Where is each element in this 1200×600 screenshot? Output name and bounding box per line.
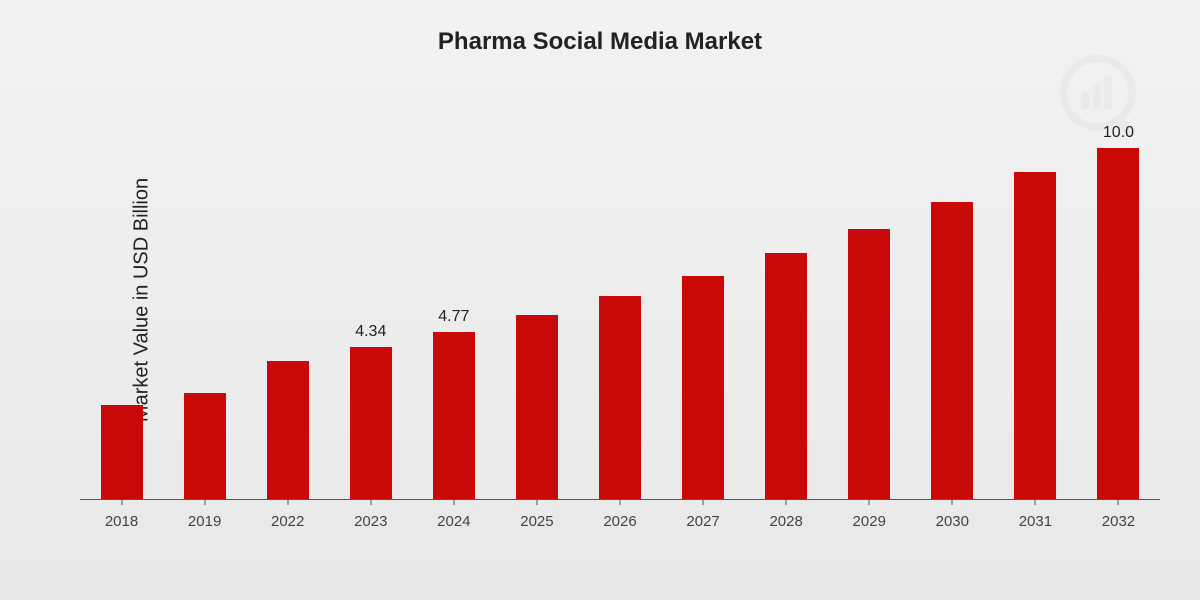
bar [599, 296, 641, 500]
bar-slot [911, 130, 994, 500]
x-tick-label: 2027 [662, 505, 745, 530]
x-tick [703, 500, 704, 505]
bar [682, 276, 724, 500]
x-tick-label: 2028 [745, 505, 828, 530]
x-tick [786, 500, 787, 505]
x-tick-text: 2030 [936, 513, 969, 530]
plot-area: 4.34 4.77 10.0 [80, 130, 1160, 500]
x-tick-text: 2026 [603, 513, 636, 530]
x-tick [1118, 500, 1119, 505]
bar-slot [495, 130, 578, 500]
bar [848, 229, 890, 500]
x-tick-label: 2026 [578, 505, 661, 530]
x-tick-text: 2023 [354, 513, 387, 530]
x-tick [453, 500, 454, 505]
bar [931, 202, 973, 500]
x-tick-text: 2027 [686, 513, 719, 530]
x-tick-label: 2029 [828, 505, 911, 530]
x-tick [287, 500, 288, 505]
x-tick-label: 2031 [994, 505, 1077, 530]
bar [184, 393, 226, 500]
bar [267, 361, 309, 500]
x-tick [952, 500, 953, 505]
x-tick [121, 500, 122, 505]
x-tick-text: 2031 [1019, 513, 1052, 530]
bar-slot: 4.34 [329, 130, 412, 500]
x-tick-label: 2018 [80, 505, 163, 530]
bar-slot [246, 130, 329, 500]
x-tick-text: 2029 [853, 513, 886, 530]
x-tick [620, 500, 621, 505]
bar-slot [163, 130, 246, 500]
x-tick-text: 2022 [271, 513, 304, 530]
x-tick [204, 500, 205, 505]
bar-slot [80, 130, 163, 500]
x-tick-label: 2023 [329, 505, 412, 530]
bar: 4.77 [433, 332, 475, 500]
bar-value-label: 4.34 [355, 323, 386, 341]
x-tick [869, 500, 870, 505]
bar-slot [578, 130, 661, 500]
x-tick-label: 2032 [1077, 505, 1160, 530]
bar-slot: 4.77 [412, 130, 495, 500]
bar: 4.34 [350, 347, 392, 500]
x-tick [1035, 500, 1036, 505]
bars-container: 4.34 4.77 10.0 [80, 130, 1160, 500]
bar-slot: 10.0 [1077, 130, 1160, 500]
bar-slot [994, 130, 1077, 500]
x-tick-label: 2019 [163, 505, 246, 530]
bar: 10.0 [1097, 148, 1139, 500]
bar-slot [745, 130, 828, 500]
x-tick-label: 2030 [911, 505, 994, 530]
chart-title: Pharma Social Media Market [0, 28, 1200, 56]
bar [516, 315, 558, 500]
bar-slot [828, 130, 911, 500]
x-tick-text: 2028 [769, 513, 802, 530]
bar [765, 253, 807, 500]
x-tick-label: 2022 [246, 505, 329, 530]
x-tick-text: 2024 [437, 513, 470, 530]
bar-value-label: 4.77 [438, 308, 469, 326]
x-tick-text: 2018 [105, 513, 138, 530]
bar [1014, 172, 1056, 500]
bar [101, 405, 143, 500]
x-axis-labels: 2018 2019 2022 2023 2024 2025 2026 2027 2028 2029… [80, 505, 1160, 530]
x-tick-text: 2025 [520, 513, 553, 530]
bar-slot [662, 130, 745, 500]
x-tick-label: 2025 [495, 505, 578, 530]
x-tick-text: 2019 [188, 513, 221, 530]
bar-value-label: 10.0 [1103, 124, 1134, 142]
x-tick [370, 500, 371, 505]
x-tick-label: 2024 [412, 505, 495, 530]
x-tick [536, 500, 537, 505]
x-tick-text: 2032 [1102, 513, 1135, 530]
